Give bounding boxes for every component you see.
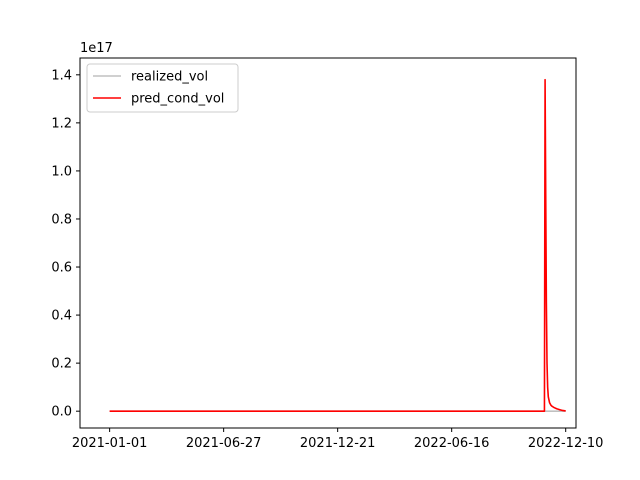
plot-series xyxy=(109,78,566,412)
y-tick-label: 0.0 xyxy=(51,405,72,420)
x-tick-label: 2021-01-01 xyxy=(72,436,148,451)
y-tick-label: 0.6 xyxy=(51,261,72,276)
y-tick-label: 0.8 xyxy=(51,212,72,227)
x-tick-label: 2022-12-10 xyxy=(528,436,604,451)
x-tick-label: 2021-06-27 xyxy=(186,436,262,451)
y-tick-label: 0.4 xyxy=(51,309,72,324)
y-tick-label: 0.2 xyxy=(51,357,72,372)
x-axis: 2021-01-01 2021-06-27 2021-12-21 2022-06-16… xyxy=(72,428,604,451)
legend-label-pred-cond-vol: pred_cond_vol xyxy=(131,92,224,107)
x-tick-label: 2022-06-16 xyxy=(414,436,490,451)
y-axis: 0.0 0.2 0.4 0.6 0.8 1.0 1.2 1.4 xyxy=(51,68,80,420)
series-line-pred-cond-vol xyxy=(109,78,566,412)
legend-label-realized-vol: realized_vol xyxy=(131,70,208,85)
legend-box xyxy=(86,63,239,113)
plot-area-frame xyxy=(79,57,577,429)
x-tick-label: 2021-12-21 xyxy=(300,436,376,451)
y-tick-label: 1.2 xyxy=(51,116,72,131)
legend: realized_vol pred_cond_vol xyxy=(86,63,239,113)
y-offset-label: 1e17 xyxy=(80,41,113,56)
y-tick-label: 1.0 xyxy=(51,164,72,179)
y-tick-label: 1.4 xyxy=(51,68,72,83)
